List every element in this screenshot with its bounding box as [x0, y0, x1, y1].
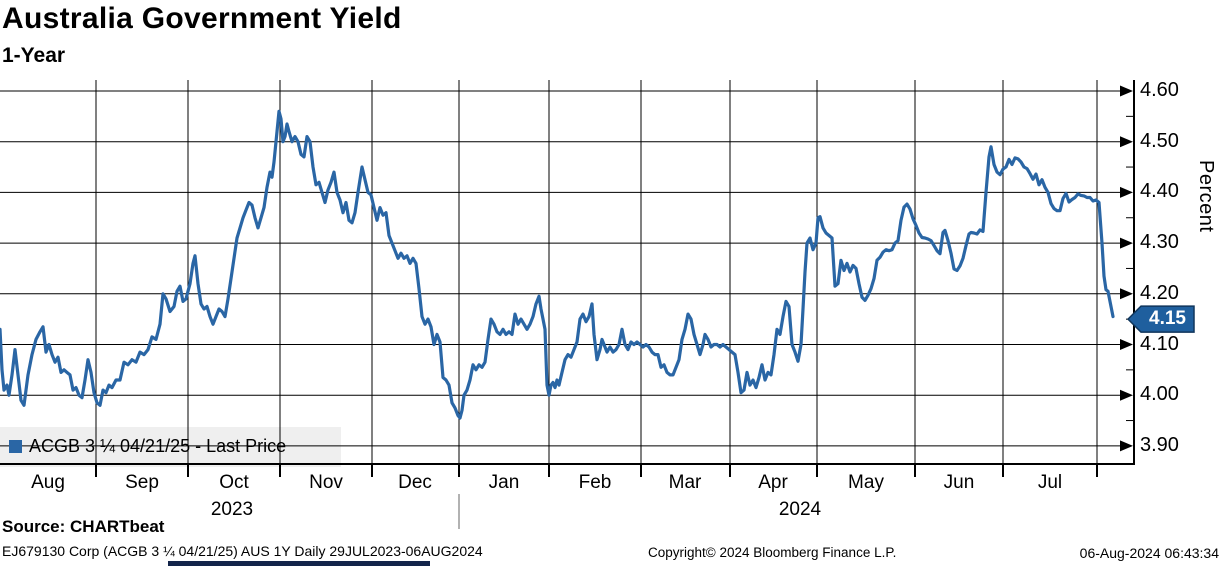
y-tick-label: 4.00: [1140, 383, 1179, 406]
y-tick-label: 4.10: [1140, 332, 1179, 355]
legend: ACGB 3 ¼ 04/21/25 - Last Price: [9, 436, 286, 457]
y-tick-label: 4.50: [1140, 129, 1179, 152]
x-year-label: 2024: [778, 499, 822, 520]
x-month-label: May: [848, 472, 884, 493]
bottom-partial-bar: [168, 561, 430, 566]
x-month-label: Sep: [125, 472, 159, 493]
x-month-label: Jul: [1037, 472, 1063, 493]
chart-timestamp: 06-Aug-2024 06:43:34: [1079, 545, 1219, 561]
legend-box: [0, 427, 341, 467]
y-axis-title: Percent: [1195, 160, 1217, 233]
y-tick-label: 4.30: [1140, 231, 1179, 254]
x-month-label: Apr: [758, 472, 788, 493]
page-subtitle: 1-Year: [2, 44, 66, 67]
page-title: Australia Government Yield: [2, 2, 402, 35]
y-tick-label: 4.20: [1140, 281, 1179, 304]
x-month-label: Feb: [578, 472, 612, 493]
y-tick-label: 3.90: [1140, 433, 1179, 456]
security-info: EJ679130 Corp (ACGB 3 ¼ 04/21/25) AUS 1Y…: [2, 543, 483, 559]
legend-swatch-icon: [9, 440, 22, 453]
x-month-label: Oct: [219, 472, 249, 493]
copyright-notice: Copyright© 2024 Bloomberg Finance L.P.: [648, 545, 897, 560]
x-month-label: Dec: [398, 472, 432, 493]
x-year-label: 2023: [210, 499, 254, 520]
x-month-label: Jan: [488, 472, 520, 493]
x-month-label: Aug: [31, 472, 65, 493]
x-month-label: Mar: [668, 472, 702, 493]
last-price-flag: 4.15: [1149, 308, 1186, 330]
x-month-label: Jun: [943, 472, 975, 493]
x-month-label: Nov: [309, 472, 343, 493]
y-tick-label: 4.40: [1140, 180, 1179, 203]
source-label: Source: CHARTbeat: [2, 517, 165, 536]
y-tick-label: 4.60: [1140, 79, 1179, 101]
legend-label: ACGB 3 ¼ 04/21/25 - Last Price: [29, 436, 287, 456]
